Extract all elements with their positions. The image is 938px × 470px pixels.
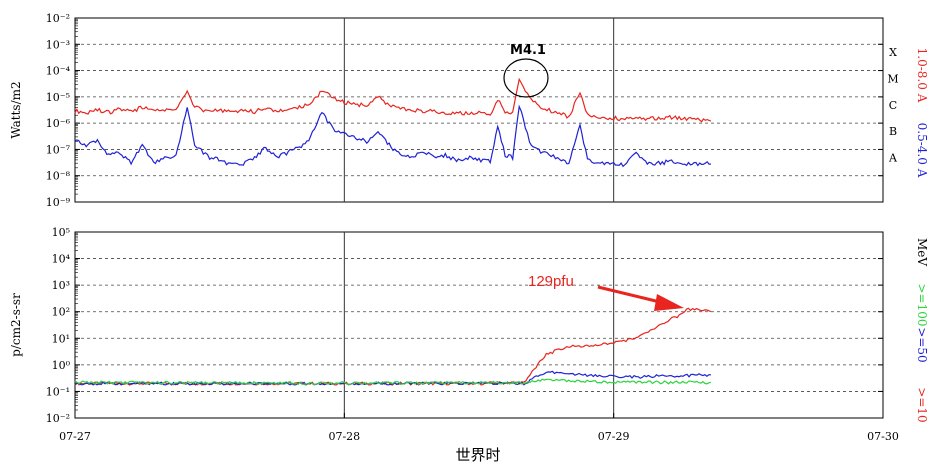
proton-series-labels: >=10 >=50>=100 — [915, 283, 929, 422]
x-tick-labels: 07-27 07-28 07-29 07-30 — [59, 413, 899, 443]
xray-series — [74, 77, 712, 168]
y-tick-label: 10⁻⁹ — [46, 196, 71, 209]
proton-y-axis-label: p/cm2-s-sr — [9, 293, 23, 357]
x-tick-label: 07-30 — [867, 430, 899, 443]
y-tick-label: 10⁻¹ — [46, 385, 70, 398]
flare-class-A: A — [888, 151, 898, 164]
peak-flux-label: 129pfu — [528, 273, 574, 290]
series-line-1 — [74, 104, 711, 168]
series-label-0: >=10 — [915, 387, 929, 422]
flare-class-labels: XM CBA — [887, 46, 898, 164]
m41-flare-label: M4.1 — [510, 43, 546, 58]
x-tick-label: 07-28 — [328, 430, 360, 443]
series-line-1 — [74, 370, 711, 386]
y-tick-label: 10⁴ — [52, 253, 71, 266]
proton-y-ticks: 10⁻² 10⁻¹ 10⁰ 10¹ 10² 10³ 10⁴ 10⁵ — [46, 226, 883, 425]
series-line-0 — [74, 77, 712, 123]
proton-plot-frame — [74, 231, 884, 419]
xray-y-axis-label: Watts/m2 — [9, 81, 23, 138]
series-label-1: 0.5-4.0 A — [915, 123, 929, 178]
y-tick-label: 10² — [52, 306, 70, 319]
y-tick-label: 10⁻² — [46, 12, 70, 25]
xray-grid — [75, 18, 883, 202]
x-tick-label: 07-27 — [59, 430, 91, 443]
y-tick-label: 10⁻⁵ — [46, 91, 70, 104]
flare-class-B: B — [889, 125, 897, 138]
flare-class-M: M — [887, 72, 898, 85]
mev-units-label: MeV — [915, 238, 929, 266]
y-tick-label: 10⁻⁴ — [46, 65, 71, 78]
y-tick-label: 10¹ — [52, 332, 70, 345]
series-label-0: 1.0-8.0 A — [915, 48, 929, 103]
y-tick-label: 10³ — [52, 279, 70, 292]
y-tick-label: 10⁻⁶ — [46, 117, 71, 130]
xray-plot-frame — [74, 17, 884, 203]
flare-class-C: C — [889, 99, 897, 112]
y-tick-label: 10⁰ — [52, 359, 71, 372]
y-tick-label: 10⁻⁷ — [46, 143, 71, 156]
proton-grid — [75, 232, 883, 418]
y-tick-label: 10⁻⁸ — [46, 170, 71, 183]
series-line-2 — [74, 378, 712, 386]
y-tick-label: 10⁻³ — [46, 38, 70, 51]
y-tick-label: 10⁵ — [52, 226, 70, 239]
xray-flux-panel: 10⁻⁹ 10⁻⁸ 10⁻⁷ 10⁻⁶ 10⁻⁵ 10⁻⁴ 10⁻³ 10⁻² XM CBA W… — [9, 12, 929, 209]
peak-flux-arrow — [597, 285, 684, 311]
proton-series — [74, 307, 712, 386]
y-tick-label: 10⁻² — [46, 412, 70, 425]
series-label-1: >=50 — [915, 327, 929, 362]
xray-series-labels: 1.0-8.0 A 0.5-4.0 A — [915, 48, 929, 178]
x-axis-label: 世界时 — [455, 446, 500, 464]
flare-class-X: X — [889, 46, 897, 59]
m41-flare-circle — [503, 58, 549, 98]
series-label-2: >=100 — [915, 283, 929, 326]
x-tick-label: 07-29 — [598, 430, 630, 443]
xray-y-ticks: 10⁻⁹ 10⁻⁸ 10⁻⁷ 10⁻⁶ 10⁻⁵ 10⁻⁴ 10⁻³ 10⁻² — [46, 12, 883, 209]
